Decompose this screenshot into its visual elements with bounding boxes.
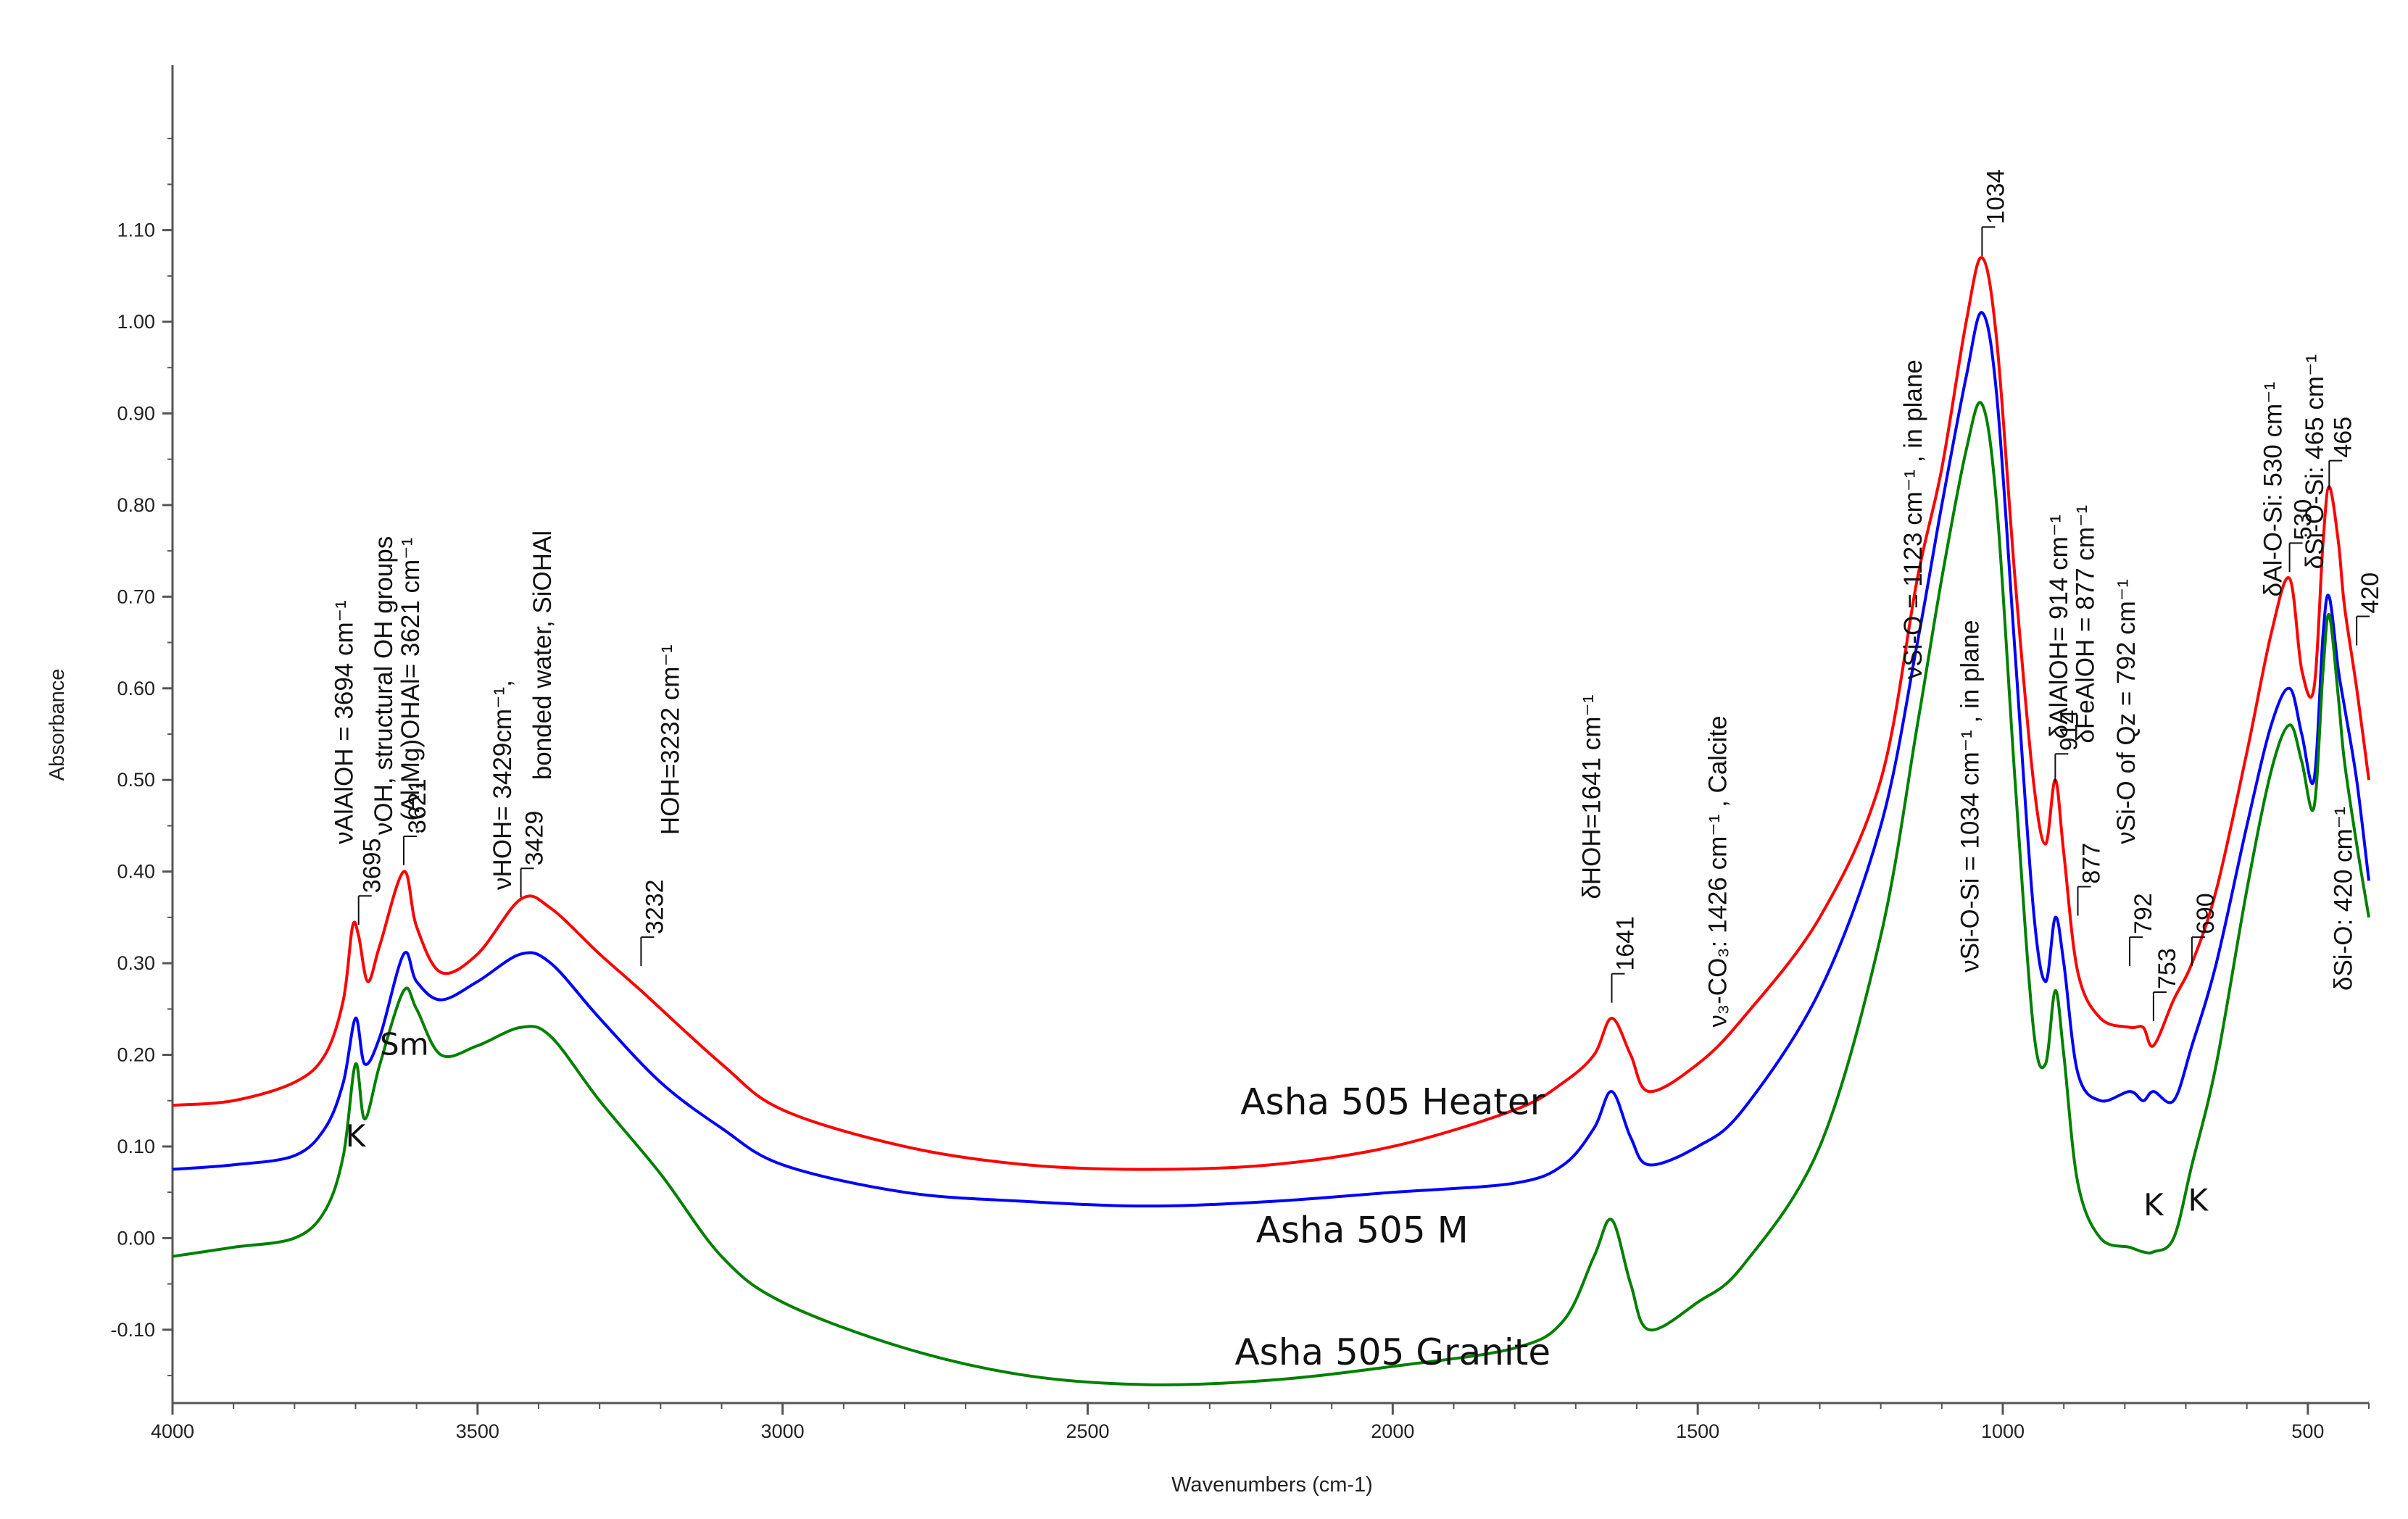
x-tick-label: 3000 [761,1420,805,1442]
y-tick-label: 1.10 [117,220,155,241]
annotation-label: νHOH= 3429cm⁻¹, [489,680,517,890]
annotation-label: δAlAlOH= 914 cm⁻¹ [2045,515,2073,738]
annotation-label: , (Al,Mg)OHAl= 3621 cm⁻¹ [397,538,425,835]
mineral-marker: K [2188,1182,2209,1218]
peak-label: 753 [2154,948,2181,989]
annotation-label: HOH=3232 cm⁻¹ [657,644,685,835]
series-line-asha-505-heater [172,256,2370,1171]
peak-label: 420 [2357,573,2384,614]
peak-label: 1641 [1611,916,1639,971]
x-tick-label: 1500 [1676,1420,1719,1442]
annotation-label: νSi-O of Qz = 792 cm⁻¹ [2112,579,2141,844]
mineral-marker: K [346,1118,367,1154]
annotation-label: δSi-O-Si: 465 cm⁻¹ [2301,354,2329,570]
y-tick-label: 0.80 [117,494,155,516]
series-label: Asha 505 Heater [1240,1081,1545,1123]
x-tick-label: 1000 [1981,1420,2025,1442]
series-group [172,256,2370,1386]
x-tick-label: 4000 [151,1420,194,1442]
series-line-asha-505-granite [172,401,2370,1386]
annotation-label: νOH, structural OH groups [370,536,398,835]
y-tick-label: 0.30 [117,952,155,974]
series-label: Asha 505 Granite [1234,1331,1550,1373]
annotation-label: νSi-O-Si = 1034 cm⁻¹ , in plane [1956,620,1984,972]
x-tick-label: 2000 [1371,1420,1414,1442]
peak-labels-group: 3695 3621 3429 3232 1641 1034 914 877 792 753 690 5… [357,170,2384,1021]
peak-label: 530 [2290,499,2317,541]
series-label: Asha 505 M [1256,1210,1469,1252]
annotation-label: δAl-O-Si: 530 cm⁻¹ [2259,382,2288,597]
x-ticks: 4000 3500 3000 2500 2000 1500 1000 500 [151,1403,2370,1442]
peak-label: 3429 [521,811,549,866]
annotation-label: νSi-O = 1123 cm⁻¹ , in plane [1899,359,1927,679]
x-tick-label: 500 [2291,1420,2324,1442]
peak-label: 877 [2078,843,2106,884]
mineral-marker: K [2143,1187,2164,1223]
y-tick-label: 0.70 [117,586,155,607]
annotation-label: bonded water, SiOHAl [528,530,557,780]
series-labels-group: Asha 505 Heater Asha 505 M Asha 505 Granit… [1234,1081,1550,1373]
y-tick-label: 1.00 [117,311,155,333]
mineral-marker: Sm [380,1027,429,1062]
x-tick-label: 3500 [456,1420,499,1442]
peak-label: 1034 [1982,170,2009,225]
annotation-label: νAlAlOH = 3694 cm⁻¹ [330,600,358,844]
y-tick-label: 0.40 [117,861,155,883]
y-tick-label: 0.60 [117,678,155,699]
y-tick-label: 0.10 [117,1136,155,1157]
peak-label: 3232 [641,879,668,934]
y-axis-title: Absorbance [46,669,69,781]
annotation-label: δSi-O: 420 cm⁻¹ [2329,807,2357,991]
x-axis-title: Wavenumbers (cm-1) [1171,1473,1373,1497]
peak-label: 465 [2329,417,2357,458]
annotation-label: δHOH=1641 cm⁻¹ [1578,695,1606,899]
y-tick-label: 0.00 [117,1227,155,1249]
x-tick-label: 2500 [1066,1420,1109,1442]
annotation-label: ν₃-CO₃: 1426 cm⁻¹ , Calcite [1704,715,1732,1027]
peak-label: 3695 [359,838,386,894]
y-ticks: -0.10 0.00 0.10 0.20 0.30 0.40 0.50 0.60 0.70 0.8… [110,138,173,1377]
peak-label: 792 [2130,893,2157,934]
y-tick-label: 0.20 [117,1044,155,1066]
annotation-label: δFeAlOH = 877 cm⁻¹ [2071,505,2099,744]
y-tick-label: 0.50 [117,769,155,791]
peak-label: 690 [2192,893,2220,934]
series-line-asha-505-m [172,311,2370,1208]
annotations-group: νAlAlOH = 3694 cm⁻¹ νOH, structural OH gr… [330,354,2357,1028]
y-tick-label: 0.90 [117,402,155,424]
peak-label: 3621 [404,778,431,833]
y-tick-label: -0.10 [110,1319,155,1341]
peak-label: 914 [2055,709,2083,751]
